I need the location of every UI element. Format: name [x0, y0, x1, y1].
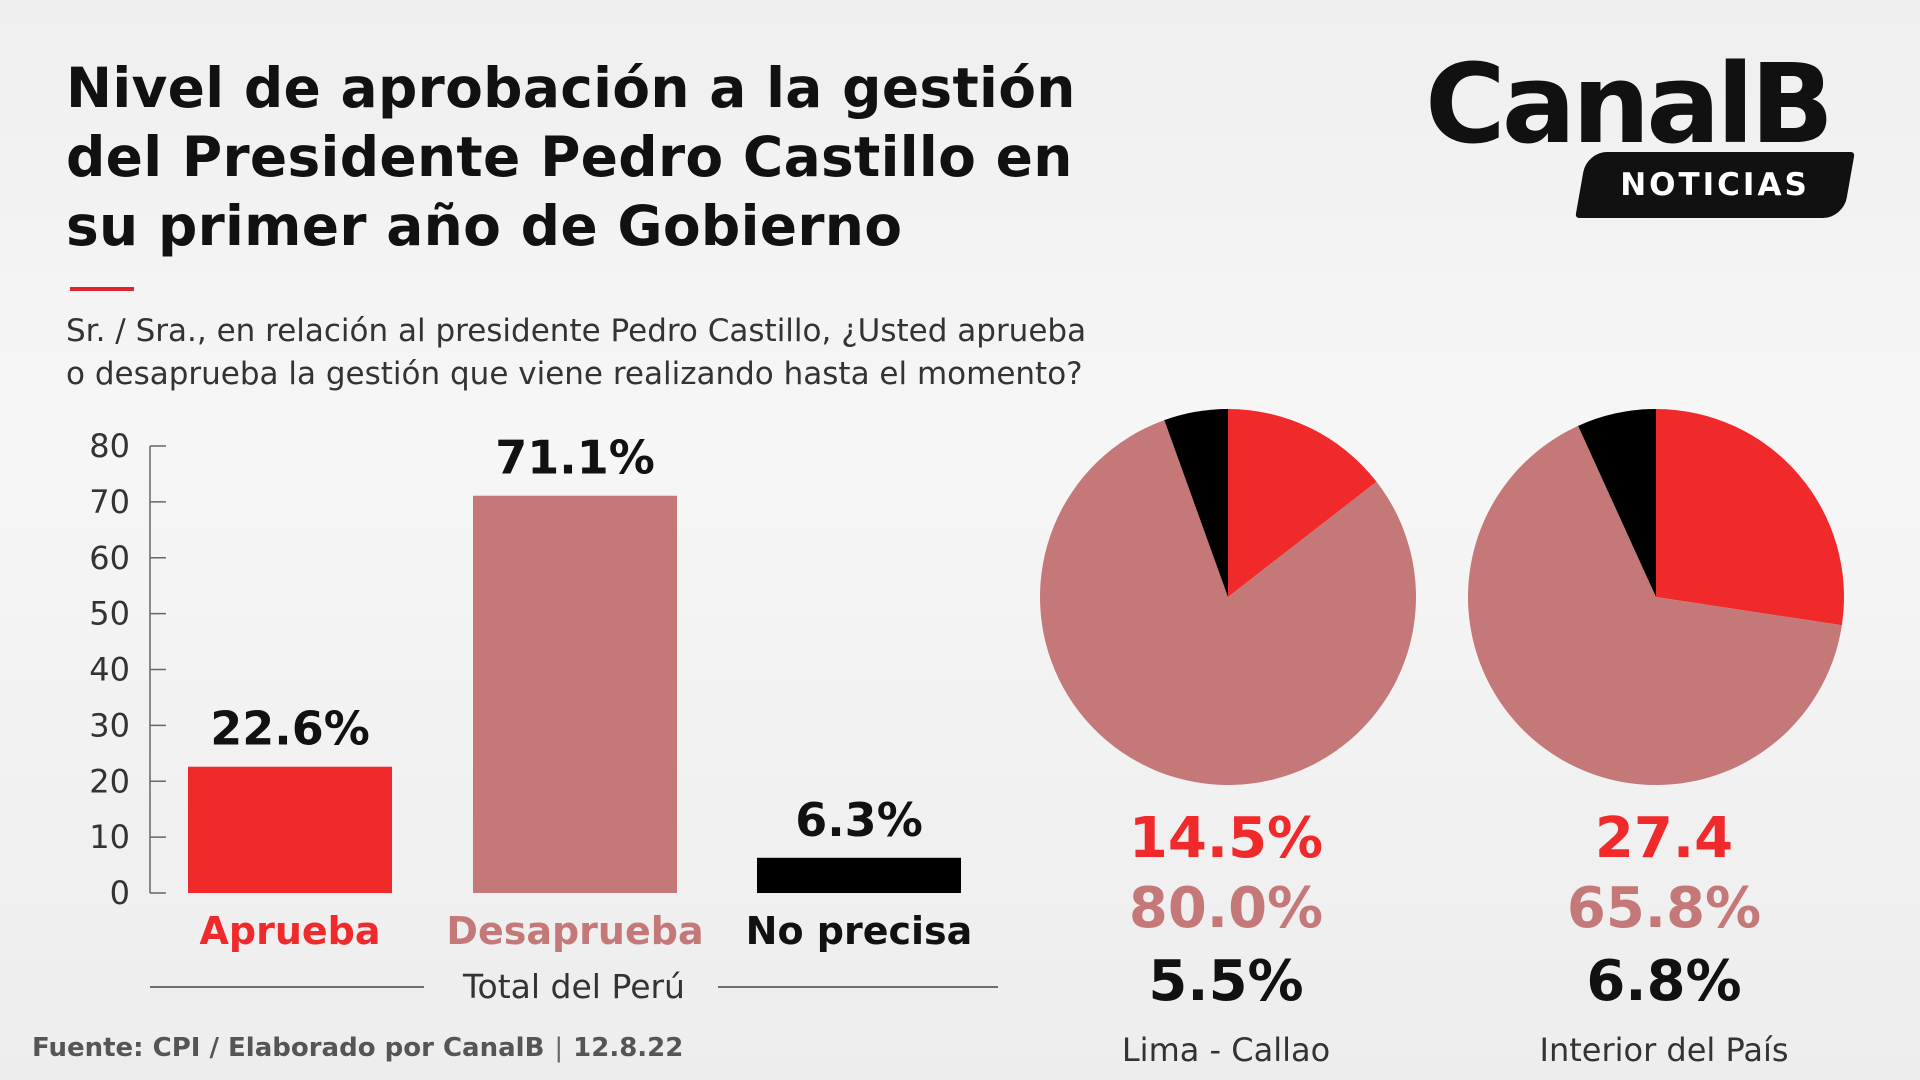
y-tick-label: 50 [89, 595, 130, 633]
group-label: Total del Perú [462, 967, 685, 1006]
source-footer: Fuente: CPI / Elaborado por CanalB | 12.8.… [32, 1033, 683, 1063]
pie-value-label: 80.0% [1129, 876, 1323, 941]
accent-rule [70, 287, 134, 291]
y-tick-label: 30 [89, 706, 130, 744]
pie-value-label: 6.8% [1586, 949, 1741, 1014]
source-text: Fuente: CPI / Elaborado por CanalB [32, 1033, 545, 1063]
bar-value-label: 6.3% [795, 793, 923, 847]
pie-slice [1578, 409, 1656, 597]
date-text: 12.8.22 [573, 1033, 684, 1063]
y-tick-label: 40 [89, 651, 130, 689]
pie-value-label: 5.5% [1148, 949, 1303, 1014]
pie-slice [1467, 425, 1842, 785]
pie-slice [1164, 409, 1228, 597]
question-line: Sr. / Sra., en relación al presidente Pe… [66, 313, 1087, 349]
question-line: o desaprueba la gestión que viene realiz… [66, 356, 1083, 392]
survey-question: Sr. / Sra., en relación al presidente Pe… [66, 310, 1266, 396]
category-label: Aprueba [199, 909, 380, 953]
y-tick-label: 70 [89, 483, 130, 521]
title-line: del Presidente Pedro Castillo en [66, 125, 1073, 189]
y-tick-label: 10 [89, 818, 130, 856]
pie-region-label: Lima - Callao [1122, 1031, 1330, 1069]
bar [757, 857, 961, 893]
y-tick-label: 80 [89, 427, 130, 465]
bar-chart-axis: 0 10 20 30 40 50 60 70 80 [89, 427, 166, 912]
pie-charts: 14.5%80.0% 5.5% Lima - Callao 27.465.8% 6.8%… [1040, 409, 1844, 1069]
pie-slice [1040, 420, 1416, 785]
bar [473, 495, 677, 893]
logo-wordmark: CanalB [1425, 40, 1834, 168]
y-tick-label: 0 [110, 874, 130, 912]
title-line: Nivel de aprobación a la gestión [66, 56, 1076, 120]
y-tick-label: 60 [89, 539, 130, 577]
pie-region-label: Interior del País [1540, 1031, 1789, 1069]
pie-value-label: 14.5% [1129, 806, 1323, 871]
chart-title: Nivel de aprobación a la gestión del Pre… [66, 54, 1216, 261]
bar-chart-bars: 22.6% Aprueba 71.1% Desaprueba 6.3% No precis… [150, 431, 998, 1006]
pie-value-label: 27.4 [1595, 806, 1733, 871]
bar [188, 766, 392, 893]
category-label: Desaprueba [446, 909, 703, 953]
pie-value-label: 65.8% [1567, 876, 1761, 941]
y-tick-label: 20 [89, 762, 130, 800]
pie-slice [1228, 409, 1377, 597]
pie-slice [1656, 409, 1844, 626]
footer-separator: | [554, 1033, 564, 1063]
category-label: No precisa [746, 909, 973, 953]
bar-value-label: 71.1% [495, 431, 655, 485]
canalb-logo: CanalB NOTICIAS [1425, 40, 1865, 220]
bar-value-label: 22.6% [210, 702, 370, 756]
title-line: su primer año de Gobierno [66, 194, 903, 258]
